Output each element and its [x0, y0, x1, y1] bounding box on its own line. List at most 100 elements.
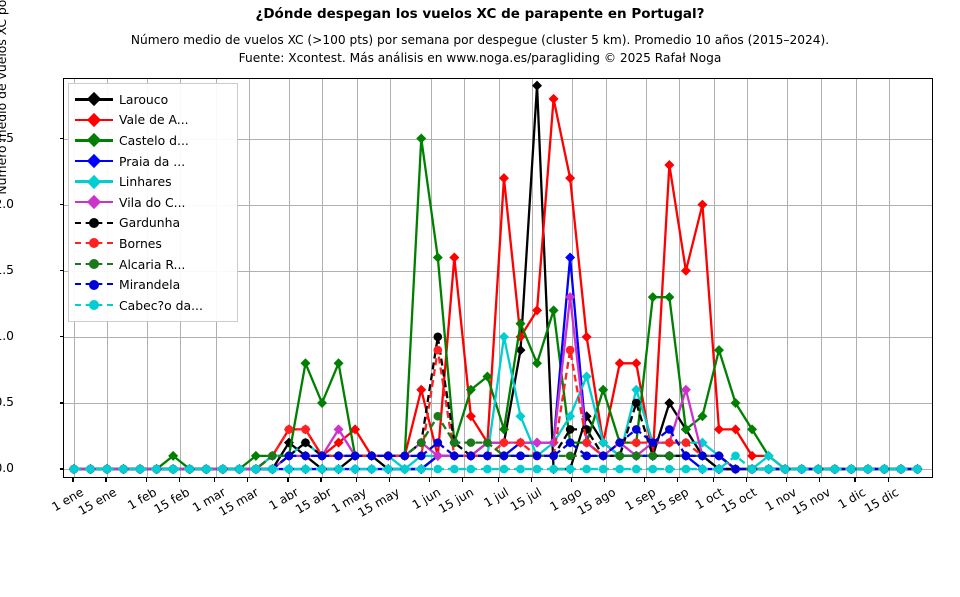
data-point-marker	[433, 464, 443, 474]
data-point-marker	[317, 464, 327, 474]
data-point-marker	[665, 425, 674, 434]
x-tick-mark	[388, 478, 391, 482]
x-tick-mark	[429, 478, 431, 482]
y-tick-label: 1.5	[0, 262, 14, 277]
grid-line-vertical	[820, 79, 822, 477]
y-tick-mark	[60, 137, 64, 140]
data-point-marker	[515, 345, 526, 356]
data-point-marker	[648, 451, 658, 461]
data-point-marker	[498, 173, 509, 184]
y-tick-mark	[60, 468, 64, 470]
data-point-marker	[615, 451, 625, 461]
chart-subtitle: Número medio de vuelos XC (>100 pts) por…	[0, 31, 960, 67]
data-point-marker	[763, 450, 774, 461]
data-point-marker	[664, 159, 675, 170]
data-point-marker	[731, 464, 740, 474]
legend-item-mirandela[interactable]: Mirandela	[75, 274, 231, 295]
data-point-marker	[432, 450, 443, 461]
grid-line-horizontal	[64, 336, 932, 338]
data-point-marker	[333, 358, 344, 369]
legend-item-vila-do-c[interactable]: Vila do C...	[75, 192, 231, 213]
data-point-marker	[548, 93, 559, 104]
data-point-marker	[516, 438, 525, 447]
legend-marker-circle-icon	[89, 279, 99, 290]
legend-item-bornes[interactable]: Bornes	[75, 233, 231, 254]
legend-item-larouco[interactable]: Larouco	[75, 89, 231, 110]
data-point-marker	[549, 451, 558, 461]
x-tick-mark	[603, 478, 606, 482]
data-point-marker	[284, 425, 294, 434]
series-bornes	[69, 345, 922, 474]
data-point-marker	[598, 437, 609, 448]
data-point-marker	[301, 425, 310, 434]
grid-line-vertical	[390, 79, 392, 477]
legend-item-praia-da[interactable]: Praia da ...	[75, 151, 231, 172]
data-point-marker	[631, 438, 641, 447]
data-point-marker	[631, 398, 641, 408]
data-point-marker	[284, 464, 294, 474]
data-point-marker	[549, 464, 558, 474]
chart-figure: ¿Dónde despegan los vuelos XC de parapen…	[0, 0, 960, 520]
data-point-marker	[516, 464, 525, 474]
data-point-marker	[532, 305, 543, 316]
legend-item-linhares[interactable]: Linhares	[75, 171, 231, 192]
legend-label: Cabec?o da...	[119, 297, 203, 313]
grid-line-horizontal	[64, 138, 932, 140]
series-cabec-o-da	[69, 451, 922, 474]
series-line	[73, 454, 918, 471]
data-point-marker	[598, 464, 608, 474]
data-point-marker	[631, 451, 641, 461]
legend-item-vale-de-a[interactable]: Vale de A...	[75, 110, 231, 131]
x-tick-mark	[320, 478, 322, 482]
data-point-marker	[466, 438, 476, 447]
data-point-marker	[532, 451, 542, 461]
legend-key-icon	[75, 254, 113, 274]
x-tick-mark	[355, 478, 358, 482]
data-point-marker	[416, 384, 427, 395]
legend-label: Larouco	[119, 91, 169, 107]
data-point-marker	[730, 397, 741, 408]
legend-marker-circle-icon	[89, 238, 99, 249]
legend-item-castelo-d[interactable]: Castelo d...	[75, 130, 231, 151]
data-point-marker	[185, 464, 195, 474]
legend-key-icon	[75, 172, 113, 192]
x-tick-mark	[214, 478, 216, 482]
data-point-marker	[532, 464, 542, 474]
legend-label: Vale de A...	[119, 112, 189, 128]
data-point-marker	[747, 450, 758, 461]
legend-item-alcaria-r[interactable]: Alcaria R...	[75, 254, 231, 275]
data-point-marker	[416, 133, 427, 144]
data-point-marker	[433, 345, 443, 355]
data-point-marker	[499, 464, 509, 474]
data-point-marker	[499, 451, 509, 461]
legend-key-icon	[75, 89, 113, 109]
data-point-marker	[135, 464, 145, 474]
data-point-marker	[416, 451, 426, 461]
data-point-marker	[367, 464, 376, 474]
grid-line-vertical	[856, 79, 858, 477]
x-tick-mark	[644, 478, 646, 482]
data-point-marker	[350, 451, 360, 461]
data-point-marker	[284, 451, 294, 461]
legend-key-icon	[75, 295, 113, 315]
x-tick-mark	[178, 478, 180, 482]
data-point-marker	[697, 411, 708, 422]
data-point-marker	[498, 424, 509, 435]
legend-marker-circle-icon	[89, 259, 99, 270]
chart-legend: Larouco Vale de A... Castelo d... Praia da …	[68, 83, 238, 322]
data-point-marker	[416, 438, 426, 447]
data-point-marker	[764, 464, 773, 474]
data-point-marker	[301, 438, 310, 447]
data-point-marker	[268, 464, 277, 474]
x-tick-mark	[677, 478, 679, 482]
data-point-marker	[713, 424, 724, 435]
legend-label: Gardunha	[119, 215, 181, 231]
legend-label: Vila do C...	[119, 194, 186, 210]
grid-line-vertical	[322, 79, 324, 477]
data-point-marker	[913, 464, 922, 474]
legend-label: Bornes	[119, 235, 162, 251]
data-point-marker	[582, 438, 591, 447]
legend-item-gardunha[interactable]: Gardunha	[75, 213, 231, 234]
grid-line-vertical	[248, 79, 250, 477]
legend-item-cabec-o-da[interactable]: Cabec?o da...	[75, 295, 231, 316]
